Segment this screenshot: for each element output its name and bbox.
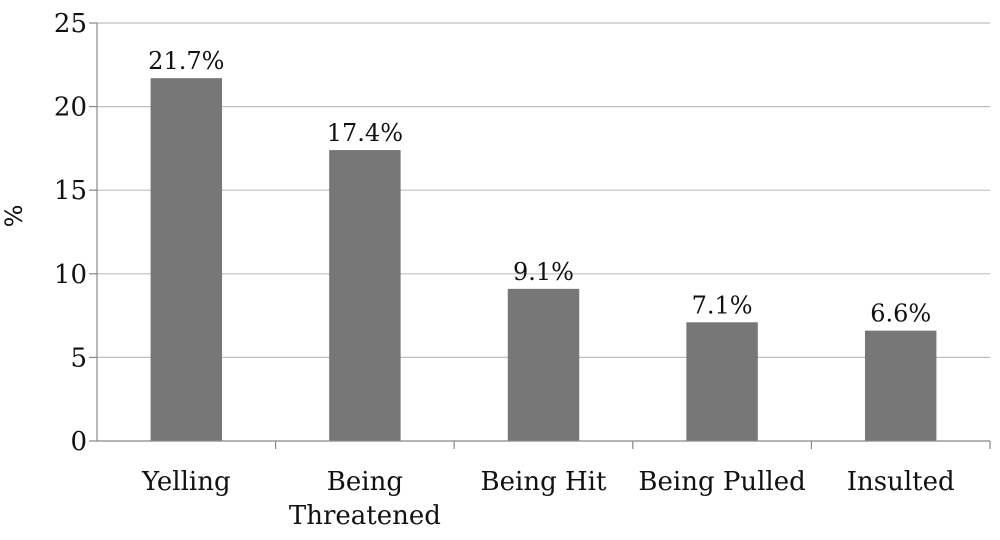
bar [329, 150, 401, 441]
y-tick-label: 0 [70, 427, 87, 457]
x-category-label: Yelling [141, 467, 231, 497]
y-axis-title: % [0, 205, 28, 228]
y-tick-label: 10 [54, 260, 87, 290]
y-tick-label: 5 [70, 343, 87, 373]
gridlines [97, 22, 990, 358]
axes [89, 22, 991, 449]
y-tick-label: 25 [54, 9, 87, 39]
x-category-label: Threatened [289, 501, 441, 531]
y-tick-label: 15 [54, 176, 87, 206]
bar [150, 78, 223, 442]
x-category-label: Insulted [847, 467, 955, 497]
bar [686, 322, 758, 441]
y-tick-label: 20 [54, 93, 87, 123]
data-label: 7.1% [692, 291, 753, 319]
bar [864, 330, 937, 441]
data-label: 17.4% [327, 119, 403, 147]
labels: 0 5 10 15 20 25 21.7% Yelling 17.4% Being Threaten… [54, 9, 955, 531]
data-label: 21.7% [148, 47, 224, 75]
data-label: 6.6% [870, 300, 931, 328]
x-category-label: Being [327, 467, 403, 497]
x-category-label: Being Pulled [638, 467, 805, 497]
bars [150, 78, 937, 442]
x-category-label: Being Hit [481, 467, 607, 497]
bar [507, 288, 580, 441]
data-label: 9.1% [513, 258, 574, 286]
